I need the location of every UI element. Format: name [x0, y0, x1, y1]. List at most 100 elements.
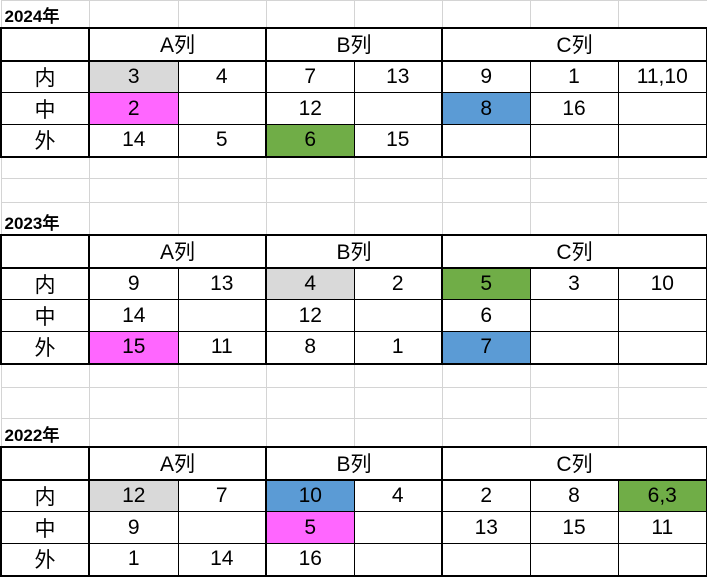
value-cell[interactable]: 8 [529, 479, 619, 512]
value-cell[interactable]: 15 [88, 331, 179, 365]
value-cell[interactable] [529, 299, 619, 332]
value-cell[interactable]: 11,10 [617, 60, 707, 93]
value-cell[interactable]: 4 [265, 267, 355, 300]
empty-cell[interactable] [353, 202, 443, 235]
empty-cell[interactable] [441, 363, 531, 388]
empty-cell[interactable] [88, 0, 179, 28]
empty-cell[interactable] [617, 0, 707, 28]
value-cell[interactable]: 10 [265, 479, 355, 512]
empty-cell[interactable] [529, 418, 619, 447]
corner-cell[interactable] [0, 233, 90, 269]
value-cell[interactable]: 7 [441, 331, 531, 365]
value-cell[interactable] [177, 511, 267, 544]
empty-cell[interactable] [0, 156, 90, 179]
value-cell[interactable]: 7 [265, 60, 355, 93]
empty-cell[interactable] [353, 0, 443, 28]
value-cell[interactable]: 1 [353, 331, 443, 365]
value-cell[interactable]: 11 [617, 511, 707, 544]
empty-cell[interactable] [265, 156, 355, 179]
empty-cell[interactable] [177, 178, 267, 203]
value-cell[interactable]: 5 [265, 511, 355, 544]
value-cell[interactable] [617, 331, 707, 365]
value-cell[interactable]: 13 [353, 60, 443, 93]
empty-cell[interactable] [529, 0, 619, 28]
value-cell[interactable] [177, 299, 267, 332]
empty-cell[interactable] [177, 418, 267, 447]
value-cell[interactable] [617, 299, 707, 332]
empty-cell[interactable] [529, 178, 619, 203]
empty-cell[interactable] [529, 363, 619, 388]
empty-cell[interactable] [617, 418, 707, 447]
value-cell[interactable]: 15 [529, 511, 619, 544]
value-cell[interactable] [353, 543, 443, 577]
empty-cell[interactable] [441, 178, 531, 203]
value-cell[interactable] [353, 299, 443, 332]
empty-cell[interactable] [88, 363, 179, 388]
value-cell[interactable]: 2 [353, 267, 443, 300]
value-cell[interactable]: 6,3 [617, 479, 707, 512]
empty-cell[interactable] [177, 156, 267, 179]
value-cell[interactable]: 9 [441, 60, 531, 93]
row-label[interactable]: 内 [0, 479, 90, 512]
value-cell[interactable]: 12 [88, 479, 179, 512]
value-cell[interactable] [529, 124, 619, 158]
empty-cell[interactable] [617, 363, 707, 388]
value-cell[interactable]: 14 [88, 124, 179, 158]
value-cell[interactable]: 3 [88, 60, 179, 93]
value-cell[interactable]: 6 [265, 124, 355, 158]
column-group-header[interactable]: C列 [441, 26, 707, 62]
row-label[interactable]: 外 [0, 331, 90, 365]
year-title[interactable]: 2023年 [0, 202, 90, 235]
column-group-header[interactable]: A列 [88, 445, 267, 481]
value-cell[interactable]: 16 [529, 92, 619, 125]
value-cell[interactable]: 9 [88, 267, 179, 300]
value-cell[interactable]: 11 [177, 331, 267, 365]
column-group-header[interactable]: C列 [441, 445, 707, 481]
empty-cell[interactable] [529, 387, 619, 419]
value-cell[interactable] [617, 92, 707, 125]
value-cell[interactable]: 13 [177, 267, 267, 300]
value-cell[interactable] [617, 543, 707, 577]
empty-cell[interactable] [529, 202, 619, 235]
value-cell[interactable]: 2 [441, 479, 531, 512]
empty-cell[interactable] [177, 363, 267, 388]
row-label[interactable]: 外 [0, 543, 90, 577]
value-cell[interactable] [441, 543, 531, 577]
value-cell[interactable] [353, 92, 443, 125]
value-cell[interactable]: 3 [529, 267, 619, 300]
empty-cell[interactable] [265, 418, 355, 447]
empty-cell[interactable] [353, 156, 443, 179]
empty-cell[interactable] [353, 178, 443, 203]
value-cell[interactable]: 5 [177, 124, 267, 158]
row-label[interactable]: 外 [0, 124, 90, 158]
corner-cell[interactable] [0, 445, 90, 481]
value-cell[interactable] [177, 92, 267, 125]
empty-cell[interactable] [441, 202, 531, 235]
empty-cell[interactable] [177, 0, 267, 28]
empty-cell[interactable] [88, 156, 179, 179]
value-cell[interactable]: 9 [88, 511, 179, 544]
column-group-header[interactable]: A列 [88, 233, 267, 269]
value-cell[interactable]: 14 [177, 543, 267, 577]
value-cell[interactable]: 8 [441, 92, 531, 125]
column-group-header[interactable]: C列 [441, 233, 707, 269]
empty-cell[interactable] [0, 387, 90, 419]
value-cell[interactable]: 6 [441, 299, 531, 332]
empty-cell[interactable] [88, 418, 179, 447]
empty-cell[interactable] [0, 178, 90, 203]
value-cell[interactable]: 5 [441, 267, 531, 300]
empty-cell[interactable] [265, 202, 355, 235]
empty-cell[interactable] [265, 0, 355, 28]
empty-cell[interactable] [88, 387, 179, 419]
empty-cell[interactable] [265, 387, 355, 419]
value-cell[interactable]: 12 [265, 299, 355, 332]
empty-cell[interactable] [617, 156, 707, 179]
empty-cell[interactable] [88, 178, 179, 203]
empty-cell[interactable] [441, 418, 531, 447]
empty-cell[interactable] [617, 387, 707, 419]
value-cell[interactable]: 4 [177, 60, 267, 93]
row-label[interactable]: 中 [0, 92, 90, 125]
empty-cell[interactable] [617, 178, 707, 203]
value-cell[interactable]: 8 [265, 331, 355, 365]
value-cell[interactable]: 1 [88, 543, 179, 577]
